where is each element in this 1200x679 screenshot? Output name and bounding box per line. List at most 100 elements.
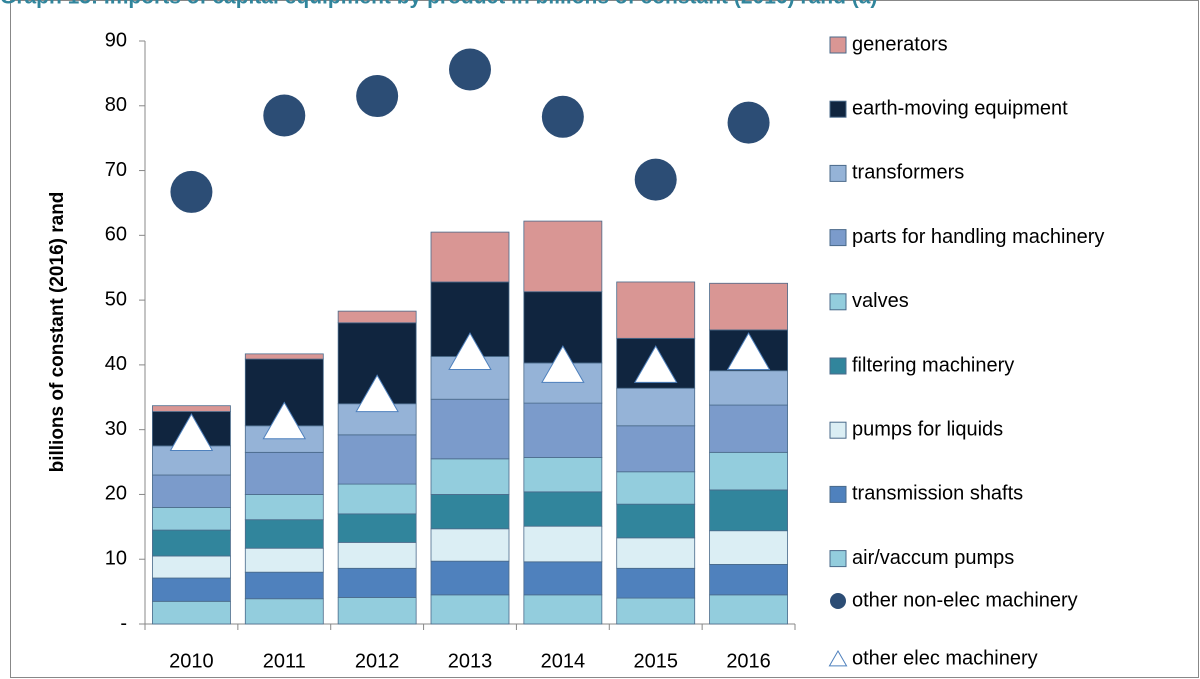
legend-label: transformers — [852, 162, 964, 184]
y-tick-label: 60 — [105, 224, 127, 246]
bar-segment — [523, 402, 603, 458]
bar-segment — [709, 489, 788, 532]
bar-segment — [430, 528, 510, 562]
legend-label: earth-moving equipment — [852, 97, 1068, 119]
marker-triangle — [726, 332, 771, 370]
bar-segment — [152, 555, 231, 579]
y-tick-label: - — [120, 612, 127, 634]
legend-label: air/vaccum pumps — [852, 547, 1014, 569]
bar-segment — [709, 404, 788, 453]
legend-swatch — [829, 293, 847, 311]
bar-segment — [523, 491, 603, 527]
bar-segment — [244, 547, 324, 573]
bar-segment — [337, 310, 417, 324]
bar-segment — [152, 577, 231, 602]
y-tick-label: 20 — [105, 483, 127, 505]
bar-segment — [152, 506, 231, 531]
legend-swatch — [829, 550, 847, 568]
bar-segment — [244, 519, 324, 549]
marker-circle — [727, 101, 770, 144]
bar-segment — [244, 494, 324, 521]
legend-label: parts for handling machinery — [852, 226, 1104, 248]
legend-swatch — [829, 36, 847, 54]
bar-segment — [709, 530, 788, 565]
bar-segment — [152, 474, 231, 508]
bar-segment — [430, 594, 510, 625]
bar-segment — [709, 451, 788, 491]
x-tick-label: 2014 — [541, 650, 586, 672]
legend-label: filtering machinery — [852, 354, 1014, 376]
bar-segment — [709, 282, 788, 331]
bar-segment — [337, 567, 417, 598]
bar-segment — [244, 451, 324, 495]
bar-segment — [616, 567, 696, 599]
x-tick-label: 2010 — [169, 650, 214, 672]
y-tick-label: 90 — [105, 29, 127, 51]
bar-segment — [337, 541, 417, 569]
marker-triangle — [355, 374, 399, 413]
marker-triangle — [169, 413, 214, 451]
bar-segment — [523, 220, 603, 293]
y-axis-label: billions of constant (2016) rand — [47, 192, 68, 473]
bar-segment — [616, 597, 696, 625]
legend-label: pumps for liquids — [852, 418, 1003, 440]
bar-segment — [709, 370, 788, 406]
legend-swatch — [829, 100, 847, 118]
legend-label: generators — [852, 33, 948, 55]
bar-segment — [616, 537, 696, 569]
y-tick-label: 10 — [105, 548, 127, 570]
bar-segment — [337, 434, 417, 485]
legend-swatch — [829, 229, 847, 247]
bar-segment — [152, 405, 231, 412]
x-tick-label: 2015 — [633, 650, 678, 672]
bar-segment — [523, 457, 603, 493]
bar-segment — [709, 594, 788, 625]
legend-label: other elec machinery — [852, 647, 1038, 669]
bar-segment — [244, 571, 324, 600]
bar-segment — [616, 503, 696, 539]
legend-swatch — [829, 357, 847, 375]
legend-label: valves — [852, 290, 909, 312]
legend-label: other non-elec machinery — [852, 589, 1078, 611]
bar-segment — [616, 471, 696, 505]
bar-segment — [430, 458, 510, 495]
bar-segment — [616, 387, 696, 427]
legend-label: transmission shafts — [852, 483, 1023, 505]
bar-segment — [616, 425, 696, 473]
bar-segment — [244, 353, 324, 360]
legend-swatch — [829, 164, 847, 182]
legend-swatch — [828, 649, 848, 667]
marker-triangle — [262, 401, 307, 440]
y-tick-label: 40 — [105, 353, 127, 375]
legend-swatch — [830, 593, 846, 609]
y-tick-label: 50 — [105, 288, 127, 310]
bar-segment — [523, 594, 603, 625]
bar-segment — [152, 600, 231, 625]
chart-title: Graph 15: Imports of capital equipment b… — [0, 0, 877, 9]
marker-circle — [170, 170, 213, 213]
x-tick-label: 2011 — [263, 650, 306, 672]
bar-segment — [709, 564, 788, 596]
bar-segment — [244, 598, 324, 625]
legend-swatch — [829, 421, 847, 439]
bar-segment — [337, 483, 417, 515]
marker-triangle — [541, 345, 585, 383]
legend-swatch — [829, 485, 847, 503]
bar-segment — [523, 525, 603, 563]
marker-circle — [541, 95, 584, 138]
bar-segment — [430, 398, 510, 460]
marker-triangle — [633, 345, 678, 383]
bar-segment — [152, 529, 231, 557]
marker-circle — [263, 94, 306, 137]
chart-frame — [10, 0, 1199, 678]
bar-segment — [523, 561, 603, 596]
marker-circle — [634, 158, 677, 201]
bar-segment — [430, 231, 510, 283]
bar-segment — [337, 513, 417, 543]
bar-segment — [430, 560, 510, 596]
bar-segment — [337, 597, 417, 625]
y-tick-label: 80 — [105, 94, 127, 116]
marker-triangle — [448, 332, 492, 370]
y-tick-label: 30 — [105, 418, 127, 440]
bar-segment — [616, 281, 696, 339]
